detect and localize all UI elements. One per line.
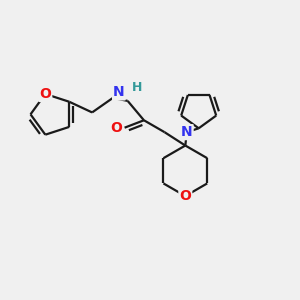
Text: O: O [110, 121, 122, 135]
Text: O: O [39, 87, 51, 101]
Text: N: N [181, 125, 193, 139]
Text: N: N [113, 85, 125, 99]
Text: H: H [132, 81, 142, 94]
Text: O: O [179, 189, 191, 203]
